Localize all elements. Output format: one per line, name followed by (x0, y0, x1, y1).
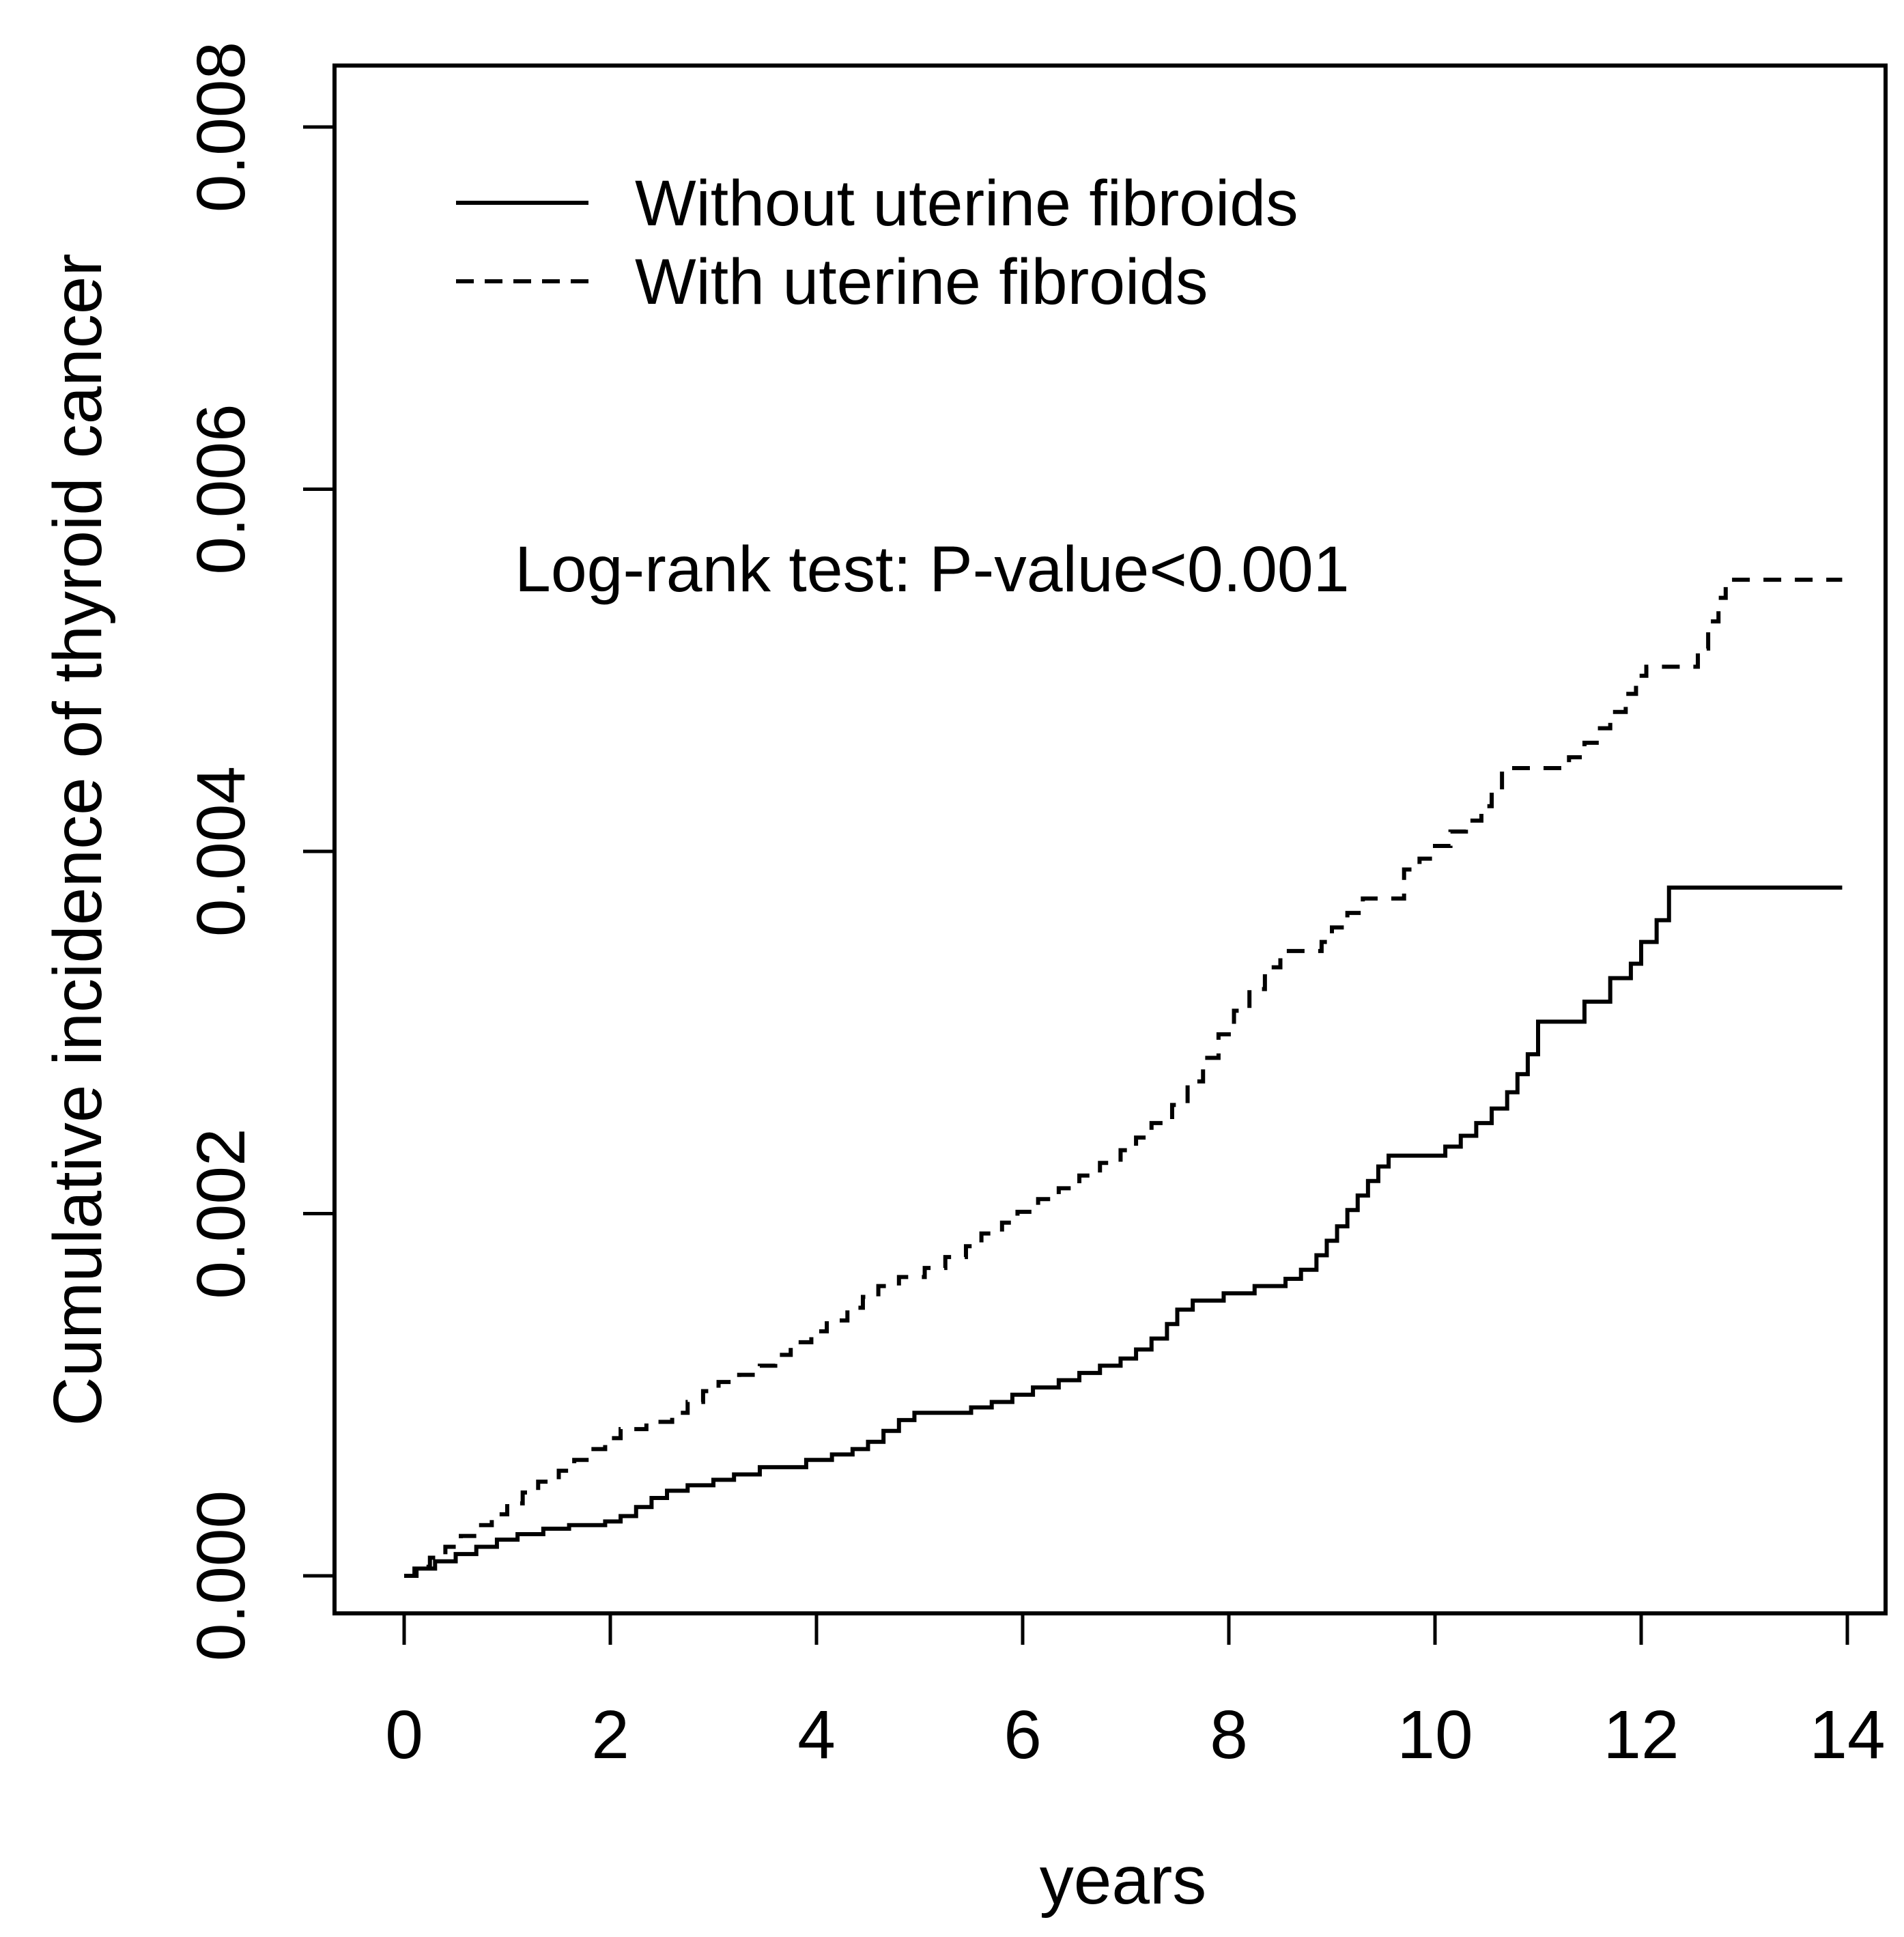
y-axis-group: 0.000 0.002 0.004 0.006 0.008 (183, 42, 335, 1661)
y-tick-label: 0.002 (183, 1128, 259, 1299)
plot-box-group (332, 63, 1888, 1615)
y-tick-label: 0.006 (183, 404, 259, 574)
legend-label-without-fibroids: Without uterine fibroids (635, 167, 1298, 240)
x-tick-label: 12 (1603, 1697, 1679, 1773)
series-curve-solid (404, 886, 1843, 1578)
logrank-annotation: Log-rank test: P-value<0.001 (515, 533, 1350, 606)
legend-samples (456, 201, 588, 283)
x-tick-label: 4 (797, 1697, 836, 1773)
y-tick-label: 0.004 (183, 766, 259, 937)
x-axis-group: 0 2 4 6 8 10 12 14 (385, 1613, 1886, 1773)
legend-label-with-fibroids: With uterine fibroids (635, 246, 1208, 318)
series-curve-dashed (404, 578, 1843, 1578)
plot-box (332, 63, 1888, 1615)
y-axis-title: Cumulative incidence of thyroid cancer (40, 253, 116, 1426)
x-axis-title: years (1040, 1842, 1207, 1919)
x-tick-label: 0 (385, 1697, 423, 1773)
y-tick-label: 0.000 (183, 1490, 259, 1661)
series-group (404, 578, 1843, 1578)
y-tick-label: 0.008 (183, 42, 259, 212)
x-tick-label: 14 (1809, 1697, 1885, 1773)
x-tick-label: 2 (591, 1697, 629, 1773)
x-tick-label: 6 (1004, 1697, 1042, 1773)
x-tick-label: 10 (1397, 1697, 1473, 1773)
legend: Without uterine fibroids With uterine fi… (456, 167, 1298, 318)
x-tick-label: 8 (1210, 1697, 1248, 1773)
